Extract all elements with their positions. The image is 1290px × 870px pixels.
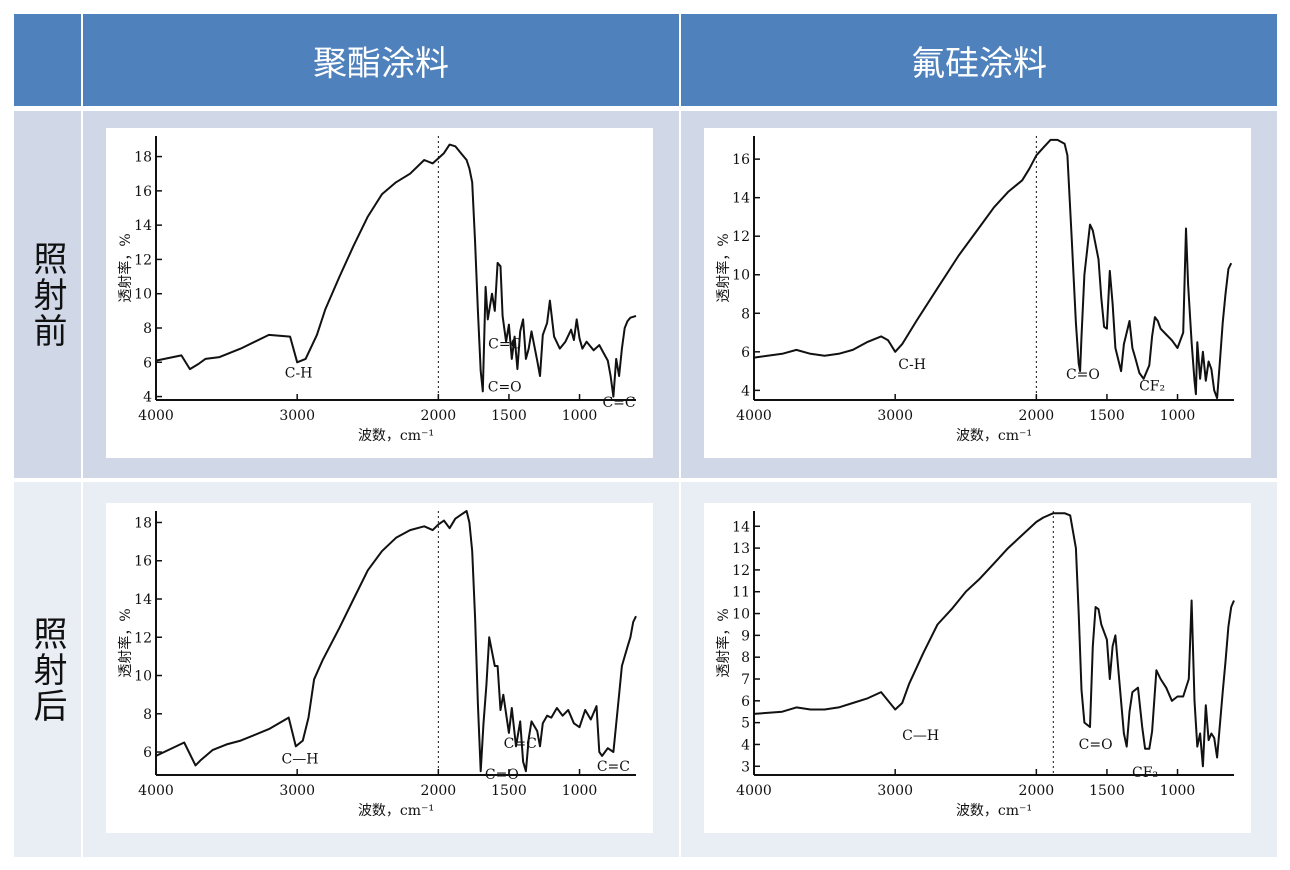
chart-0-annotation-2: C=O: [488, 379, 522, 395]
chart-1-y-tick-label-6: 16: [732, 152, 750, 168]
row-label-after-text: 照射后: [27, 615, 67, 724]
chart-3-y-tick-label-8: 11: [732, 585, 750, 601]
chart-1-x-tick-label-3: 1500: [1089, 408, 1125, 424]
column-header-fluorosilicone: 氟硅涂料: [681, 14, 1277, 106]
chart-2-x-axis-label: 波数，cm⁻¹: [358, 803, 434, 819]
chart-3-y-axis-label: 透射率，%: [715, 608, 732, 677]
chart-3-y-tick-label-10: 13: [732, 541, 750, 557]
chart-2-annotation-1: C=C: [504, 736, 537, 752]
chart-0-x-tick-label-0: 4000: [138, 408, 174, 424]
column-header-fluorosilicone-label: 氟硅涂料: [911, 43, 1047, 84]
chart-2-spectrum-line: [155, 510, 637, 773]
chart-0-y-tick-label-6: 16: [134, 184, 152, 200]
chart-3-y-tick-label-0: 3: [741, 759, 750, 775]
chart-0-y-axis-label: 透射率，%: [117, 233, 134, 302]
chart-3-y-tick-label-2: 5: [741, 716, 750, 732]
chart-0-x-tick-label-4: 1000: [562, 408, 598, 424]
chart-3-x-tick-label-0: 4000: [736, 783, 772, 799]
chart-3-y-tick-label-7: 10: [732, 607, 750, 623]
chart-2-y-tick-label-3: 12: [134, 630, 152, 646]
chart-0-x-tick-label-2: 2000: [421, 408, 457, 424]
chart-2-x-tick-label-1: 3000: [279, 783, 315, 799]
chart-2-x-tick-label-3: 1500: [491, 783, 527, 799]
chart-1-y-axis-label: 透射率，%: [715, 233, 732, 302]
chart-panel-polyester-after: 6 8 10 12 14 16 18 4000 3000 2000 1500 1000 波数，cm⁻¹ 透…: [106, 503, 653, 833]
chart-3-y-tick-label-4: 7: [741, 672, 750, 688]
ir-spectrum-fluorosilicone-before: 4 6 8 10 12 14 16 4000 3000 2000 1500 1000 波数，cm⁻¹ 透射…: [715, 136, 1234, 444]
chart-2-y-tick-label-5: 16: [134, 554, 152, 570]
chart-panel-fluorosilicone-after: 3 4 5 6 7 8 9 10 11 12 13 14 4000 3000 2000 1500 1000 波数，…: [704, 503, 1251, 833]
chart-3-x-tick-label-1: 3000: [877, 783, 913, 799]
chart-3-y-tick-label-5: 8: [741, 650, 750, 666]
chart-1-spectrum-line: [753, 138, 1233, 400]
chart-3-y-tick-label-11: 14: [732, 519, 750, 535]
chart-1-y-tick-label-3: 10: [732, 268, 750, 284]
chart-0-annotation-1: C=C: [488, 337, 521, 353]
chart-0-x-axis-label: 波数，cm⁻¹: [358, 428, 434, 444]
chart-3-annotation-0: C—H: [902, 728, 939, 744]
chart-1-y-tick-label-5: 14: [732, 191, 750, 207]
chart-1-y-tick-label-1: 6: [741, 345, 750, 361]
chart-3-x-tick-label-4: 1000: [1160, 783, 1196, 799]
chart-2-x-tick-label-2: 2000: [421, 783, 457, 799]
chart-3-spectrum-line: [753, 512, 1235, 768]
chart-0-y-tick-label-1: 6: [143, 355, 152, 371]
row-label-after: 照射后: [14, 482, 81, 857]
row-label-before-text: 照射前: [27, 240, 67, 349]
row-label-before: 照射前: [14, 111, 81, 478]
chart-0-y-tick-label-5: 14: [134, 218, 152, 234]
chart-0-spectrum-line: [155, 143, 637, 398]
chart-1-y-tick-label-4: 12: [732, 229, 750, 245]
chart-2-x-tick-label-4: 1000: [562, 783, 598, 799]
chart-1-annotation-1: C=O: [1066, 367, 1100, 383]
chart-1-y-tick-label-2: 8: [741, 306, 750, 322]
chart-3-y-tick-label-1: 4: [741, 737, 750, 753]
column-header-polyester: 聚酯涂料: [83, 14, 679, 106]
chart-2-y-tick-label-4: 14: [134, 592, 152, 608]
chart-1-x-tick-label-4: 1000: [1160, 408, 1196, 424]
chart-3-y-tick-label-6: 9: [741, 628, 750, 644]
chart-2-x-tick-label-0: 4000: [138, 783, 174, 799]
chart-2-annotation-3: C=C: [597, 759, 630, 775]
chart-1-y-tick-label-0: 4: [741, 383, 750, 399]
chart-3-x-tick-label-3: 1500: [1089, 783, 1125, 799]
chart-2-y-tick-label-2: 10: [134, 669, 152, 685]
chart-3-x-axis-label: 波数，cm⁻¹: [956, 803, 1032, 819]
column-header-polyester-label: 聚酯涂料: [313, 43, 449, 84]
chart-3-x-tick-label-2: 2000: [1019, 783, 1055, 799]
corner-cell: [14, 14, 81, 106]
chart-3-y-tick-label-9: 12: [732, 563, 750, 579]
chart-2-y-tick-label-0: 6: [143, 745, 152, 761]
chart-0-annotation-0: C-H: [285, 366, 313, 382]
chart-2-annotation-0: C—H: [282, 752, 319, 768]
chart-0-y-tick-label-7: 18: [134, 150, 152, 166]
chart-3-y-tick-label-3: 6: [741, 694, 750, 710]
ir-spectrum-polyester-before: 4 6 8 10 12 14 16 18 4000 3000 2000 1500 1000 波数，cm⁻¹…: [117, 136, 637, 444]
chart-0-x-tick-label-1: 3000: [279, 408, 315, 424]
chart-0-y-tick-label-2: 8: [143, 321, 152, 337]
chart-1-x-tick-label-2: 2000: [1019, 408, 1055, 424]
chart-2-y-tick-label-1: 8: [143, 707, 152, 723]
chart-1-annotation-2: CF₂: [1139, 378, 1165, 394]
chart-0-y-tick-label-4: 12: [134, 252, 152, 268]
ir-spectrum-fluorosilicone-after: 3 4 5 6 7 8 9 10 11 12 13 14 4000 3000 2000 1500 1000 波数，…: [715, 511, 1235, 819]
chart-2-y-axis-label: 透射率，%: [117, 608, 134, 677]
chart-panel-fluorosilicone-before: 4 6 8 10 12 14 16 4000 3000 2000 1500 1000 波数，cm⁻¹ 透射…: [704, 128, 1251, 458]
chart-0-y-tick-label-3: 10: [134, 287, 152, 303]
chart-2-annotation-2: C=O: [485, 767, 519, 783]
chart-1-annotation-0: C-H: [898, 357, 926, 373]
chart-0-x-tick-label-3: 1500: [491, 408, 527, 424]
chart-1-x-tick-label-0: 4000: [736, 408, 772, 424]
chart-3-annotation-1: C=O: [1079, 737, 1113, 753]
chart-3-annotation-2: CF₂: [1132, 765, 1158, 781]
chart-1-x-axis-label: 波数，cm⁻¹: [956, 428, 1032, 444]
chart-0-y-tick-label-0: 4: [143, 390, 152, 406]
ir-spectrum-polyester-after: 6 8 10 12 14 16 18 4000 3000 2000 1500 1000 波数，cm⁻¹ 透…: [117, 510, 637, 819]
chart-panel-polyester-before: 4 6 8 10 12 14 16 18 4000 3000 2000 1500 1000 波数，cm⁻¹…: [106, 128, 653, 458]
chart-1-x-tick-label-1: 3000: [877, 408, 913, 424]
chart-0-annotation-3: C=C: [602, 395, 635, 411]
chart-2-y-tick-label-6: 18: [134, 515, 152, 531]
